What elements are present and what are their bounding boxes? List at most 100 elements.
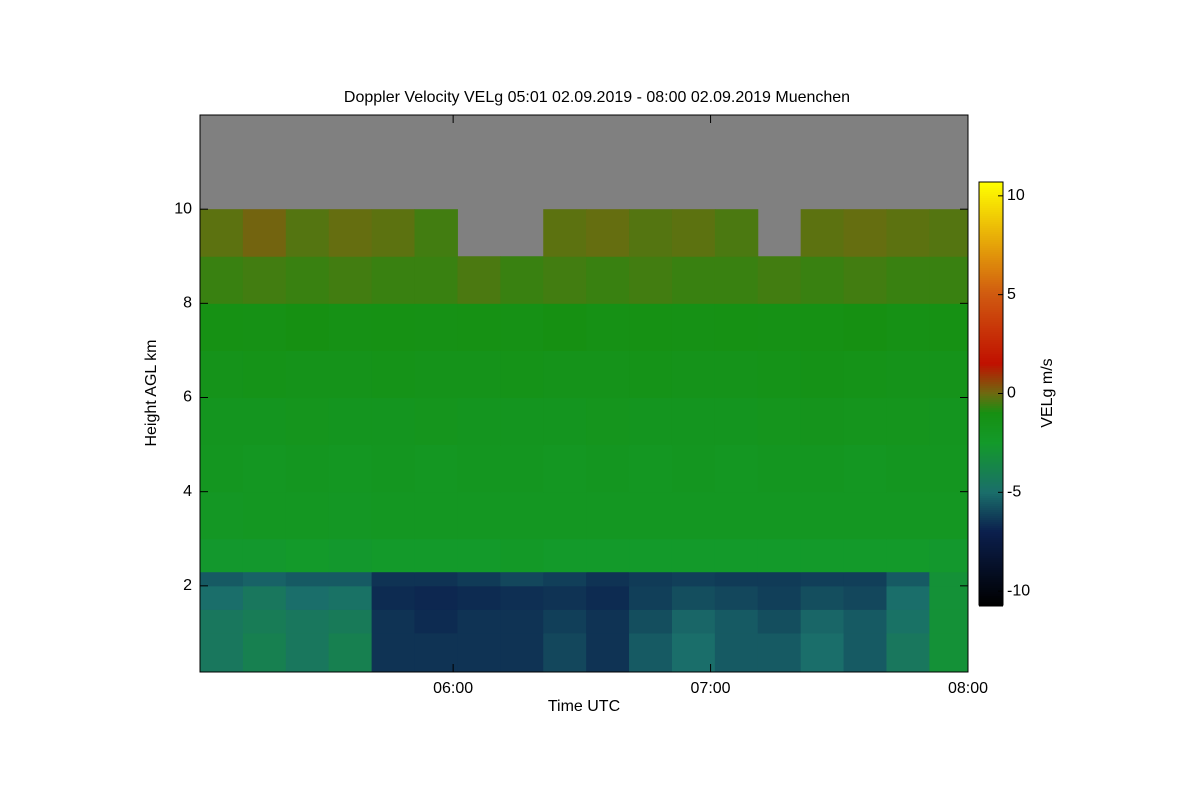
colorbar-tick-label: 5 — [1007, 286, 1016, 303]
colorbar-segment — [979, 196, 1003, 199]
heatmap-cell — [242, 350, 287, 399]
colorbar-segment — [979, 502, 1003, 505]
colorbar-segment — [979, 296, 1003, 299]
colorbar-segment — [979, 538, 1003, 541]
colorbar-segment — [979, 278, 1003, 281]
colorbar-segment — [979, 550, 1003, 553]
x-tick-label: 07:00 — [691, 680, 731, 697]
colorbar-segment — [979, 408, 1003, 411]
heatmap-cell — [500, 609, 544, 634]
colorbar-segment — [979, 576, 1003, 579]
colorbar-segment — [979, 284, 1003, 287]
colorbar-segment — [979, 218, 1003, 221]
heatmap-cell — [886, 397, 930, 446]
colorbar-segment — [979, 568, 1003, 571]
heatmap-cell — [371, 571, 416, 587]
heatmap-cell — [328, 491, 373, 540]
colorbar-segment — [979, 422, 1003, 425]
colorbar-segment — [979, 472, 1003, 475]
heatmap-cell — [586, 350, 630, 399]
heatmap-cell — [714, 397, 759, 446]
colorbar-segment — [979, 266, 1003, 269]
heatmap-cell — [414, 256, 458, 304]
colorbar-segment — [979, 380, 1003, 383]
heatmap-cell — [629, 303, 673, 351]
heatmap-cell — [328, 585, 373, 610]
heatmap-cell — [285, 609, 330, 634]
heatmap-cell — [371, 585, 416, 610]
colorbar-segment — [979, 492, 1003, 495]
colorbar-segment — [979, 430, 1003, 433]
colorbar-segment — [979, 316, 1003, 319]
heatmap-cell — [929, 491, 969, 540]
heatmap-cell — [586, 491, 630, 540]
heatmap-cell — [500, 350, 544, 399]
heatmap-cell — [371, 609, 416, 634]
colorbar-segment — [979, 520, 1003, 523]
colorbar-segment — [979, 392, 1003, 395]
colorbar-segment — [979, 548, 1003, 551]
colorbar-segment — [979, 494, 1003, 497]
heatmap-cell — [629, 585, 673, 610]
heatmap-cell — [929, 609, 969, 634]
colorbar-segment — [979, 234, 1003, 237]
heatmap-cell — [671, 571, 716, 587]
colorbar-segment — [979, 376, 1003, 379]
colorbar-segment — [979, 186, 1003, 189]
colorbar-segment — [979, 390, 1003, 393]
colorbar-segment — [979, 236, 1003, 239]
colorbar-segment — [979, 572, 1003, 575]
heatmap-cell — [328, 350, 373, 399]
heatmap-cell — [200, 585, 244, 610]
colorbar-segment — [979, 542, 1003, 545]
colorbar-segment — [979, 256, 1003, 259]
heatmap-cell — [586, 571, 630, 587]
colorbar-segment — [979, 590, 1003, 593]
colorbar-segment — [979, 198, 1003, 201]
colorbar-segment — [979, 446, 1003, 449]
heatmap-cell — [671, 209, 716, 257]
heatmap-cell — [328, 609, 373, 634]
heatmap-cell — [586, 397, 630, 446]
heatmap-cell — [414, 538, 458, 573]
colorbar-tick-label: 0 — [1007, 385, 1016, 402]
heatmap-cell — [757, 397, 802, 446]
heatmap-cell — [800, 444, 845, 493]
heatmap-cell — [371, 303, 416, 351]
heatmap-cell — [285, 538, 330, 573]
colorbar-segment — [979, 364, 1003, 367]
colorbar-segment — [979, 442, 1003, 445]
colorbar-segment — [979, 182, 1003, 185]
heatmap-cell — [200, 609, 244, 634]
colorbar-segment — [979, 490, 1003, 493]
heatmap-cell — [328, 571, 373, 587]
colorbar-segment — [979, 372, 1003, 375]
colorbar-segment — [979, 326, 1003, 329]
colorbar-segment — [979, 206, 1003, 209]
colorbar-segment — [979, 320, 1003, 323]
heatmap-cell — [285, 397, 330, 446]
heatmap-cell — [543, 632, 587, 673]
colorbar-segment — [979, 478, 1003, 481]
heatmap-cell — [457, 397, 501, 446]
heatmap-cell — [929, 209, 969, 257]
heatmap-cell — [414, 491, 458, 540]
colorbar-segment — [979, 436, 1003, 439]
colorbar-segment — [979, 484, 1003, 487]
heatmap-cell — [886, 538, 930, 573]
colorbar-segment — [979, 394, 1003, 397]
colorbar-segment — [979, 564, 1003, 567]
heatmap-cell — [285, 256, 330, 304]
heatmap-cell — [586, 256, 630, 304]
heatmap-cell — [242, 632, 287, 673]
heatmap-cell — [285, 585, 330, 610]
heatmap-cell — [886, 444, 930, 493]
y-tick-label: 4 — [183, 483, 192, 500]
heatmap-cell — [242, 491, 287, 540]
colorbar-segment — [979, 192, 1003, 195]
colorbar-segment — [979, 190, 1003, 193]
colorbar-segment — [979, 382, 1003, 385]
heatmap-cell — [886, 491, 930, 540]
heatmap-cell — [371, 350, 416, 399]
heatmap-cell — [242, 571, 287, 587]
